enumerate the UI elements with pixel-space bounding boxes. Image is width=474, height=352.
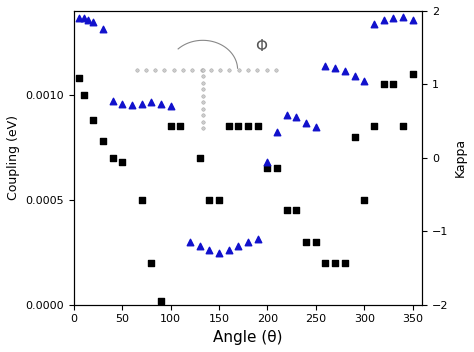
Point	[157, 298, 165, 303]
Point	[341, 68, 349, 74]
Point	[264, 165, 271, 171]
Point	[360, 78, 368, 83]
Point	[235, 243, 242, 249]
Point	[302, 120, 310, 125]
Point	[157, 101, 165, 106]
Point	[225, 124, 233, 129]
Point	[254, 124, 262, 129]
Point	[370, 124, 378, 129]
Point	[118, 159, 126, 165]
Point	[283, 112, 291, 118]
Point	[109, 155, 116, 161]
Point	[235, 124, 242, 129]
Point	[312, 124, 319, 130]
Y-axis label: Coupling (eV): Coupling (eV)	[7, 115, 20, 200]
Point	[244, 239, 252, 245]
Point	[167, 124, 174, 129]
Point	[409, 17, 416, 23]
Point	[147, 260, 155, 266]
Point	[390, 82, 397, 87]
Point	[138, 101, 146, 107]
Point	[331, 65, 339, 71]
Point	[302, 239, 310, 245]
Point	[196, 155, 203, 161]
Point	[292, 208, 300, 213]
Point	[75, 15, 82, 21]
Point	[196, 243, 203, 249]
Point	[390, 15, 397, 21]
Point	[292, 115, 300, 120]
Point	[80, 92, 87, 98]
Point	[341, 260, 349, 266]
Point	[225, 247, 233, 252]
Point	[118, 101, 126, 106]
Point	[167, 103, 174, 109]
Point	[351, 73, 358, 78]
Point	[322, 63, 329, 69]
X-axis label: Angle (θ): Angle (θ)	[213, 330, 283, 345]
Point	[360, 197, 368, 203]
Point	[84, 18, 92, 23]
Text: $\Phi$: $\Phi$	[255, 38, 268, 54]
Point	[99, 26, 107, 32]
Point	[273, 129, 281, 135]
Point	[80, 15, 87, 21]
Point	[244, 124, 252, 129]
Point	[399, 124, 407, 129]
Point	[128, 102, 136, 108]
Point	[312, 239, 319, 245]
Point	[206, 247, 213, 252]
Point	[409, 71, 416, 77]
Point	[322, 260, 329, 266]
Point	[147, 99, 155, 105]
Point	[215, 197, 223, 203]
Y-axis label: Kappa: Kappa	[454, 138, 467, 177]
Point	[283, 208, 291, 213]
Point	[370, 21, 378, 27]
Point	[351, 134, 358, 140]
Point	[331, 260, 339, 266]
Point	[176, 124, 184, 129]
Point	[90, 117, 97, 123]
Point	[138, 197, 146, 203]
Point	[399, 14, 407, 20]
Point	[264, 159, 271, 164]
Point	[380, 18, 387, 23]
Point	[273, 165, 281, 171]
Point	[90, 19, 97, 25]
Point	[75, 75, 82, 81]
Point	[99, 138, 107, 144]
Point	[186, 239, 194, 245]
Point	[380, 82, 387, 87]
Point	[254, 236, 262, 241]
Point	[206, 197, 213, 203]
Point	[109, 99, 116, 104]
Point	[215, 251, 223, 256]
